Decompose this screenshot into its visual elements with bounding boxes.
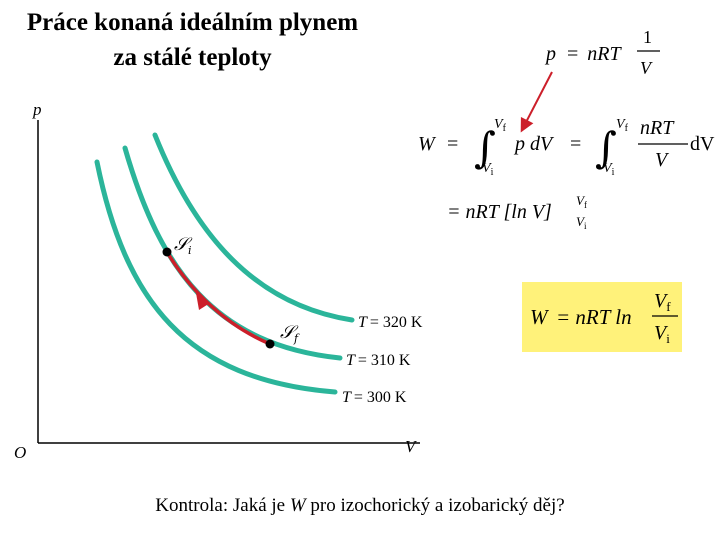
int2-upper: Vf <box>616 117 629 134</box>
footer-var: W <box>289 495 306 516</box>
integral-sign-1: ∫ <box>474 123 496 172</box>
int1-upper: Vf <box>494 117 507 134</box>
x-axis-label: V <box>405 437 418 456</box>
work-W: W <box>418 133 437 155</box>
footer-question: Kontrola: Jaká je W pro izochorický a iz… <box>0 495 720 517</box>
work-line-2: = nRT [ln V] <box>447 201 552 223</box>
final-state-label: 𝒮f <box>280 322 300 345</box>
process-path <box>165 251 271 346</box>
isotherm-label-300k: T = 300 K <box>342 389 407 406</box>
int1-integrand: p dV <box>513 133 555 155</box>
int2-num: nRT <box>640 117 675 139</box>
isotherm-label-310k: T = 310 K <box>346 352 411 369</box>
process-arrow-icon <box>196 293 210 310</box>
pointer-arrow <box>520 71 553 133</box>
result-den: Vi <box>654 322 670 346</box>
initial-state-label: 𝒮i <box>174 234 193 257</box>
isotherm-label-320k: T = 320 K <box>358 314 423 331</box>
integral-sign-2: ∫ <box>595 123 617 172</box>
final-state-dot <box>265 339 275 349</box>
y-axis-label: p <box>32 100 42 119</box>
origin-label: O <box>14 443 26 462</box>
pressure-equation: p = nRT <box>544 43 622 65</box>
title-line-2: za stálé teploty <box>113 44 272 71</box>
result-num: Vf <box>654 290 671 314</box>
result-eq: = nRT ln <box>556 305 632 329</box>
int2-lower: Vi <box>603 161 615 178</box>
isotherm-300k <box>94 159 338 395</box>
isotherm-310k <box>122 145 343 361</box>
int2-den: V <box>655 149 670 171</box>
result-lhs: W <box>530 305 550 329</box>
bracket-upper: Vf <box>576 193 587 210</box>
pressure-frac-den: V <box>640 58 653 78</box>
work-eq-2: = <box>570 133 581 155</box>
bracket-lower: Vi <box>576 214 587 231</box>
isotherm-320k <box>152 132 355 323</box>
int2-dV: dV <box>690 133 715 155</box>
int1-lower: Vi <box>482 161 494 178</box>
result-highlight-box <box>522 282 682 352</box>
footer-prefix: Kontrola: Jaká je <box>155 495 290 516</box>
footer-suffix: pro izochorický a izobarický děj? <box>305 495 565 516</box>
initial-state-dot <box>162 247 172 257</box>
pressure-frac-num: 1 <box>643 27 652 47</box>
work-eq-1: = <box>447 133 458 155</box>
title-line-1: Práce konaná ideálním plynem <box>26 9 359 36</box>
